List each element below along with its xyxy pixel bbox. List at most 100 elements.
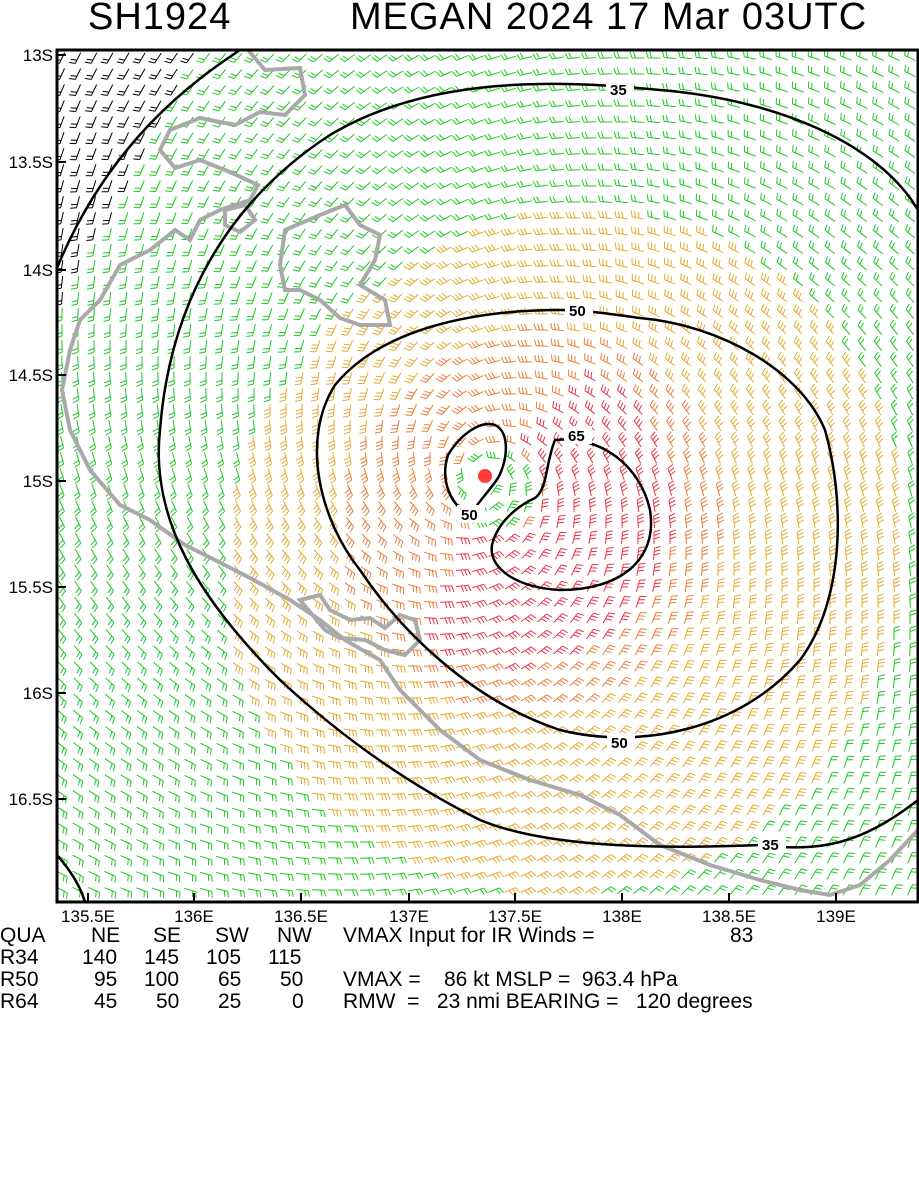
wind-barb: [376, 550, 388, 564]
wind-barb: [440, 502, 452, 516]
wind-barb: [876, 560, 885, 577]
wind-barb: [825, 287, 835, 303]
wind-barb: [844, 690, 854, 705]
wind-barb: [152, 839, 164, 851]
header-se: SE: [153, 924, 182, 947]
quadrant-label: QUA: [0, 924, 46, 947]
wind-barb: [553, 613, 569, 623]
wind-barb: [313, 549, 323, 565]
wind-barb: [858, 868, 872, 880]
wind-barb: [650, 447, 660, 464]
wind-barb: [419, 277, 436, 286]
wind-barb: [196, 84, 210, 96]
wind-barb: [905, 287, 915, 303]
wind-barb: [875, 447, 884, 464]
wind-barb: [212, 132, 226, 144]
wind-barb: [390, 420, 400, 434]
wind-barb: [245, 308, 257, 321]
wind-barb: [698, 772, 712, 784]
wind-barb: [500, 228, 516, 236]
wind-barb: [488, 615, 505, 624]
wind-barb: [872, 65, 884, 77]
wind-barb: [89, 709, 100, 724]
wind-barb: [616, 368, 628, 382]
wind-barb: [568, 369, 580, 381]
wind-barb: [872, 192, 884, 206]
wind-barb: [280, 840, 294, 850]
wind-barb: [90, 580, 98, 597]
wind-barb: [375, 889, 391, 896]
wind-barb: [85, 164, 97, 177]
wind-barb: [808, 256, 820, 271]
wind-barb: [72, 774, 84, 788]
wind-barb: [697, 399, 707, 416]
wind-barb: [484, 101, 500, 109]
wind-barb: [698, 708, 712, 720]
wind-barb: [404, 372, 418, 384]
wind-barb: [776, 272, 788, 286]
wind-barb: [727, 145, 740, 157]
wind-barb: [307, 149, 323, 159]
wind-barb: [826, 367, 835, 384]
wind-barb: [601, 415, 611, 431]
wind-barb: [297, 549, 307, 565]
wind-barb: [893, 577, 901, 593]
wind-barb: [264, 727, 277, 739]
wind-barb: [780, 642, 790, 656]
wind-barb: [584, 789, 601, 799]
wind-barb: [197, 244, 209, 257]
wind-barb: [185, 629, 195, 645]
wind-barb: [810, 820, 824, 832]
wind-barb: [760, 224, 772, 238]
wind-barb: [680, 257, 692, 269]
wind-barb: [779, 691, 791, 704]
wind-barb: [440, 888, 456, 895]
wind-barb: [393, 500, 403, 517]
wind-barb: [72, 725, 84, 740]
wind-barb: [663, 178, 676, 188]
wind-barb: [634, 660, 648, 672]
wind-barb: [859, 803, 871, 816]
wind-barb: [617, 757, 633, 767]
wind-barb: [583, 321, 596, 333]
wind-barb: [104, 822, 116, 836]
wind-barb: [548, 52, 564, 60]
wind-barb: [90, 516, 98, 533]
wind-barb: [122, 580, 130, 597]
wind-barb: [667, 480, 676, 496]
wind-barb: [728, 272, 740, 286]
wind-barb: [377, 517, 387, 533]
wind-barb: [843, 787, 855, 800]
wind-barb: [889, 319, 899, 336]
wind-barb: [600, 368, 612, 382]
wind-barb: [824, 113, 836, 125]
wind-barb: [180, 68, 194, 80]
wind-barb: [196, 164, 210, 176]
wind-barb: [311, 840, 326, 849]
wind-barb: [504, 743, 521, 752]
wind-barb: [634, 431, 643, 448]
wind-barb: [184, 694, 196, 708]
wind-barb: [213, 276, 225, 289]
wind-barb: [532, 68, 548, 76]
wind-barb: [280, 792, 293, 802]
wind-barb: [516, 116, 533, 124]
wind-barb: [73, 612, 83, 629]
wind-barb: [621, 530, 629, 545]
wind-barb: [716, 578, 725, 593]
wind-barb: [777, 304, 787, 319]
wind-barb: [825, 272, 835, 287]
wind-barb: [404, 388, 418, 400]
lon-label: 138E: [602, 907, 642, 926]
wind-barb: [649, 383, 659, 399]
wind-barb: [893, 641, 901, 657]
wind-barb: [217, 484, 225, 501]
wind-barb: [872, 176, 884, 190]
wind-barb: [196, 132, 210, 144]
wind-barb: [87, 291, 96, 306]
wind-barb: [616, 869, 633, 879]
wind-barb: [904, 128, 916, 142]
wind-barb: [733, 578, 741, 593]
wind-barb: [728, 256, 740, 270]
wind-barb: [136, 822, 148, 835]
